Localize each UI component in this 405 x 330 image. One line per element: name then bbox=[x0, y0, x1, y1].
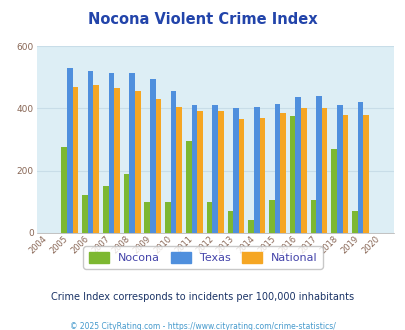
Bar bbox=[217, 112, 223, 233]
Bar bbox=[93, 85, 99, 233]
Bar bbox=[269, 200, 274, 233]
Bar bbox=[362, 115, 368, 233]
Text: © 2025 CityRating.com - https://www.cityrating.com/crime-statistics/: © 2025 CityRating.com - https://www.city… bbox=[70, 322, 335, 330]
Bar bbox=[259, 118, 264, 233]
Bar bbox=[342, 115, 347, 233]
Bar bbox=[144, 202, 150, 233]
Bar bbox=[232, 108, 238, 233]
Bar bbox=[301, 108, 306, 233]
Text: Crime Index corresponds to incidents per 100,000 inhabitants: Crime Index corresponds to incidents per… bbox=[51, 292, 354, 302]
Bar bbox=[336, 105, 342, 233]
Bar bbox=[82, 195, 87, 233]
Bar bbox=[315, 96, 321, 233]
Bar bbox=[185, 141, 191, 233]
Bar bbox=[238, 119, 244, 233]
Bar bbox=[102, 186, 108, 233]
Bar bbox=[310, 200, 315, 233]
Bar bbox=[206, 202, 212, 233]
Bar bbox=[279, 113, 285, 233]
Text: Nocona Violent Crime Index: Nocona Violent Crime Index bbox=[88, 12, 317, 26]
Bar bbox=[150, 79, 155, 233]
Bar bbox=[155, 99, 161, 233]
Bar bbox=[351, 211, 357, 233]
Bar bbox=[134, 91, 140, 233]
Legend: Nocona, Texas, National: Nocona, Texas, National bbox=[83, 246, 322, 269]
Bar bbox=[124, 174, 129, 233]
Bar bbox=[212, 105, 217, 233]
Bar bbox=[87, 71, 93, 233]
Bar bbox=[289, 116, 295, 233]
Bar bbox=[108, 73, 114, 233]
Bar bbox=[357, 102, 362, 233]
Bar bbox=[165, 202, 171, 233]
Bar bbox=[274, 104, 279, 233]
Bar bbox=[295, 97, 301, 233]
Bar bbox=[197, 112, 202, 233]
Bar bbox=[171, 91, 176, 233]
Bar bbox=[253, 107, 259, 233]
Bar bbox=[129, 73, 134, 233]
Bar bbox=[67, 68, 72, 233]
Bar bbox=[114, 88, 119, 233]
Bar bbox=[191, 105, 197, 233]
Bar bbox=[248, 220, 253, 233]
Bar bbox=[227, 211, 232, 233]
Bar bbox=[176, 107, 181, 233]
Bar bbox=[321, 108, 327, 233]
Bar bbox=[330, 149, 336, 233]
Bar bbox=[61, 147, 67, 233]
Bar bbox=[72, 86, 78, 233]
